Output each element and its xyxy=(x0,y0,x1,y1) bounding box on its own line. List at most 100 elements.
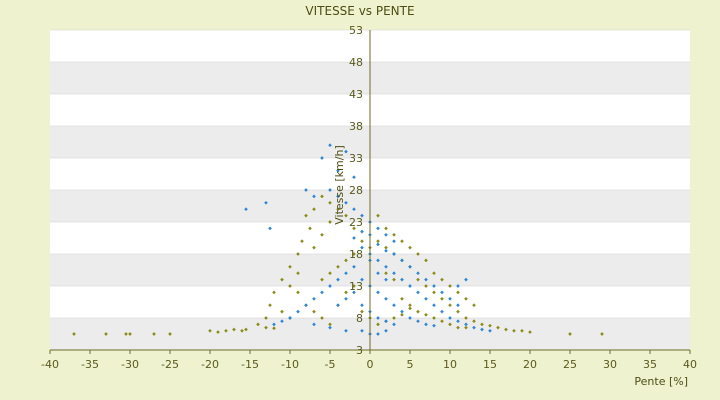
data-point xyxy=(320,290,324,295)
data-point xyxy=(424,322,428,327)
y-tick-label: 8 xyxy=(356,312,363,325)
x-tick-labels: -40 -35 -30 -25 -20 -15 -10 -5 0 5 10 15 20 25 30 35 40 xyxy=(41,350,697,371)
data-point xyxy=(400,277,404,282)
data-point xyxy=(320,194,324,199)
y-tick-label: 43 xyxy=(349,88,363,101)
data-point xyxy=(416,271,420,276)
data-point xyxy=(268,226,272,231)
data-point xyxy=(328,271,332,276)
data-point xyxy=(296,290,300,295)
data-point xyxy=(264,316,268,320)
data-point xyxy=(440,296,444,301)
points-layer xyxy=(72,143,604,336)
data-point xyxy=(408,284,412,288)
data-point xyxy=(312,309,316,314)
data-point xyxy=(360,245,364,250)
data-point xyxy=(264,200,268,205)
data-point xyxy=(448,303,452,308)
data-point xyxy=(392,239,396,244)
data-point xyxy=(360,328,364,333)
data-point xyxy=(384,245,388,250)
data-point xyxy=(352,252,356,256)
y-tick-label: 53 xyxy=(349,24,363,37)
x-tick-label: 40 xyxy=(683,358,697,371)
data-point xyxy=(272,326,276,331)
data-point xyxy=(384,271,388,276)
y-tick-label: 18 xyxy=(349,248,363,261)
data-point xyxy=(488,323,492,328)
data-point xyxy=(384,264,388,269)
data-point xyxy=(432,316,436,320)
x-tick-label: 5 xyxy=(407,358,414,371)
data-point xyxy=(392,316,396,320)
data-point xyxy=(244,207,248,212)
data-point xyxy=(304,303,308,308)
data-point xyxy=(464,325,468,330)
data-point xyxy=(288,284,292,288)
data-point xyxy=(376,332,380,336)
data-point xyxy=(288,264,292,269)
data-point xyxy=(424,296,428,301)
x-tick-label: 15 xyxy=(483,358,497,371)
data-point xyxy=(392,271,396,276)
data-point xyxy=(320,316,324,320)
data-point xyxy=(128,332,132,336)
data-point xyxy=(456,325,460,330)
data-point xyxy=(344,258,348,263)
data-point xyxy=(424,258,428,263)
data-point xyxy=(440,290,444,295)
data-point xyxy=(352,264,356,269)
chart-title: VITESSE vs PENTE xyxy=(305,4,414,18)
data-point xyxy=(456,290,460,295)
y-tick-label: 13 xyxy=(349,280,363,293)
data-point xyxy=(336,264,340,269)
data-point xyxy=(336,277,340,282)
data-point xyxy=(384,319,388,324)
data-point xyxy=(408,316,412,320)
data-point xyxy=(400,239,404,244)
x-tick-label: 20 xyxy=(523,358,537,371)
data-point xyxy=(408,245,412,250)
data-point xyxy=(240,328,244,333)
data-point xyxy=(352,207,356,212)
x-tick-label: -30 xyxy=(121,358,139,371)
data-point xyxy=(360,239,364,244)
data-point xyxy=(448,316,452,320)
data-point xyxy=(464,296,468,301)
data-point xyxy=(408,264,412,269)
data-point xyxy=(456,309,460,314)
y-tick-label: 23 xyxy=(349,216,363,229)
data-point xyxy=(312,194,316,199)
data-point xyxy=(328,143,332,148)
data-point xyxy=(456,319,460,324)
x-tick-label: 35 xyxy=(643,358,657,371)
data-point xyxy=(312,207,316,212)
x-tick-label: -25 xyxy=(161,358,179,371)
data-point xyxy=(344,290,348,295)
y-tick-label: 28 xyxy=(349,184,363,197)
data-point xyxy=(376,316,380,320)
data-point xyxy=(376,258,380,263)
data-point xyxy=(344,149,348,154)
data-point xyxy=(440,319,444,324)
x-tick-label: 30 xyxy=(603,358,617,371)
data-point xyxy=(168,332,172,336)
data-point xyxy=(480,327,484,332)
data-point xyxy=(472,319,476,324)
data-point xyxy=(528,330,532,334)
data-point xyxy=(312,296,316,301)
data-point xyxy=(288,316,292,320)
x-tick-label: -15 xyxy=(241,358,259,371)
data-point xyxy=(280,277,284,282)
data-point xyxy=(280,309,284,314)
data-point xyxy=(336,303,340,308)
data-point xyxy=(416,277,420,282)
data-point xyxy=(304,188,308,192)
data-point xyxy=(424,277,428,282)
data-point xyxy=(520,328,524,333)
data-point xyxy=(408,306,412,311)
data-point xyxy=(472,325,476,330)
data-point xyxy=(336,194,340,199)
